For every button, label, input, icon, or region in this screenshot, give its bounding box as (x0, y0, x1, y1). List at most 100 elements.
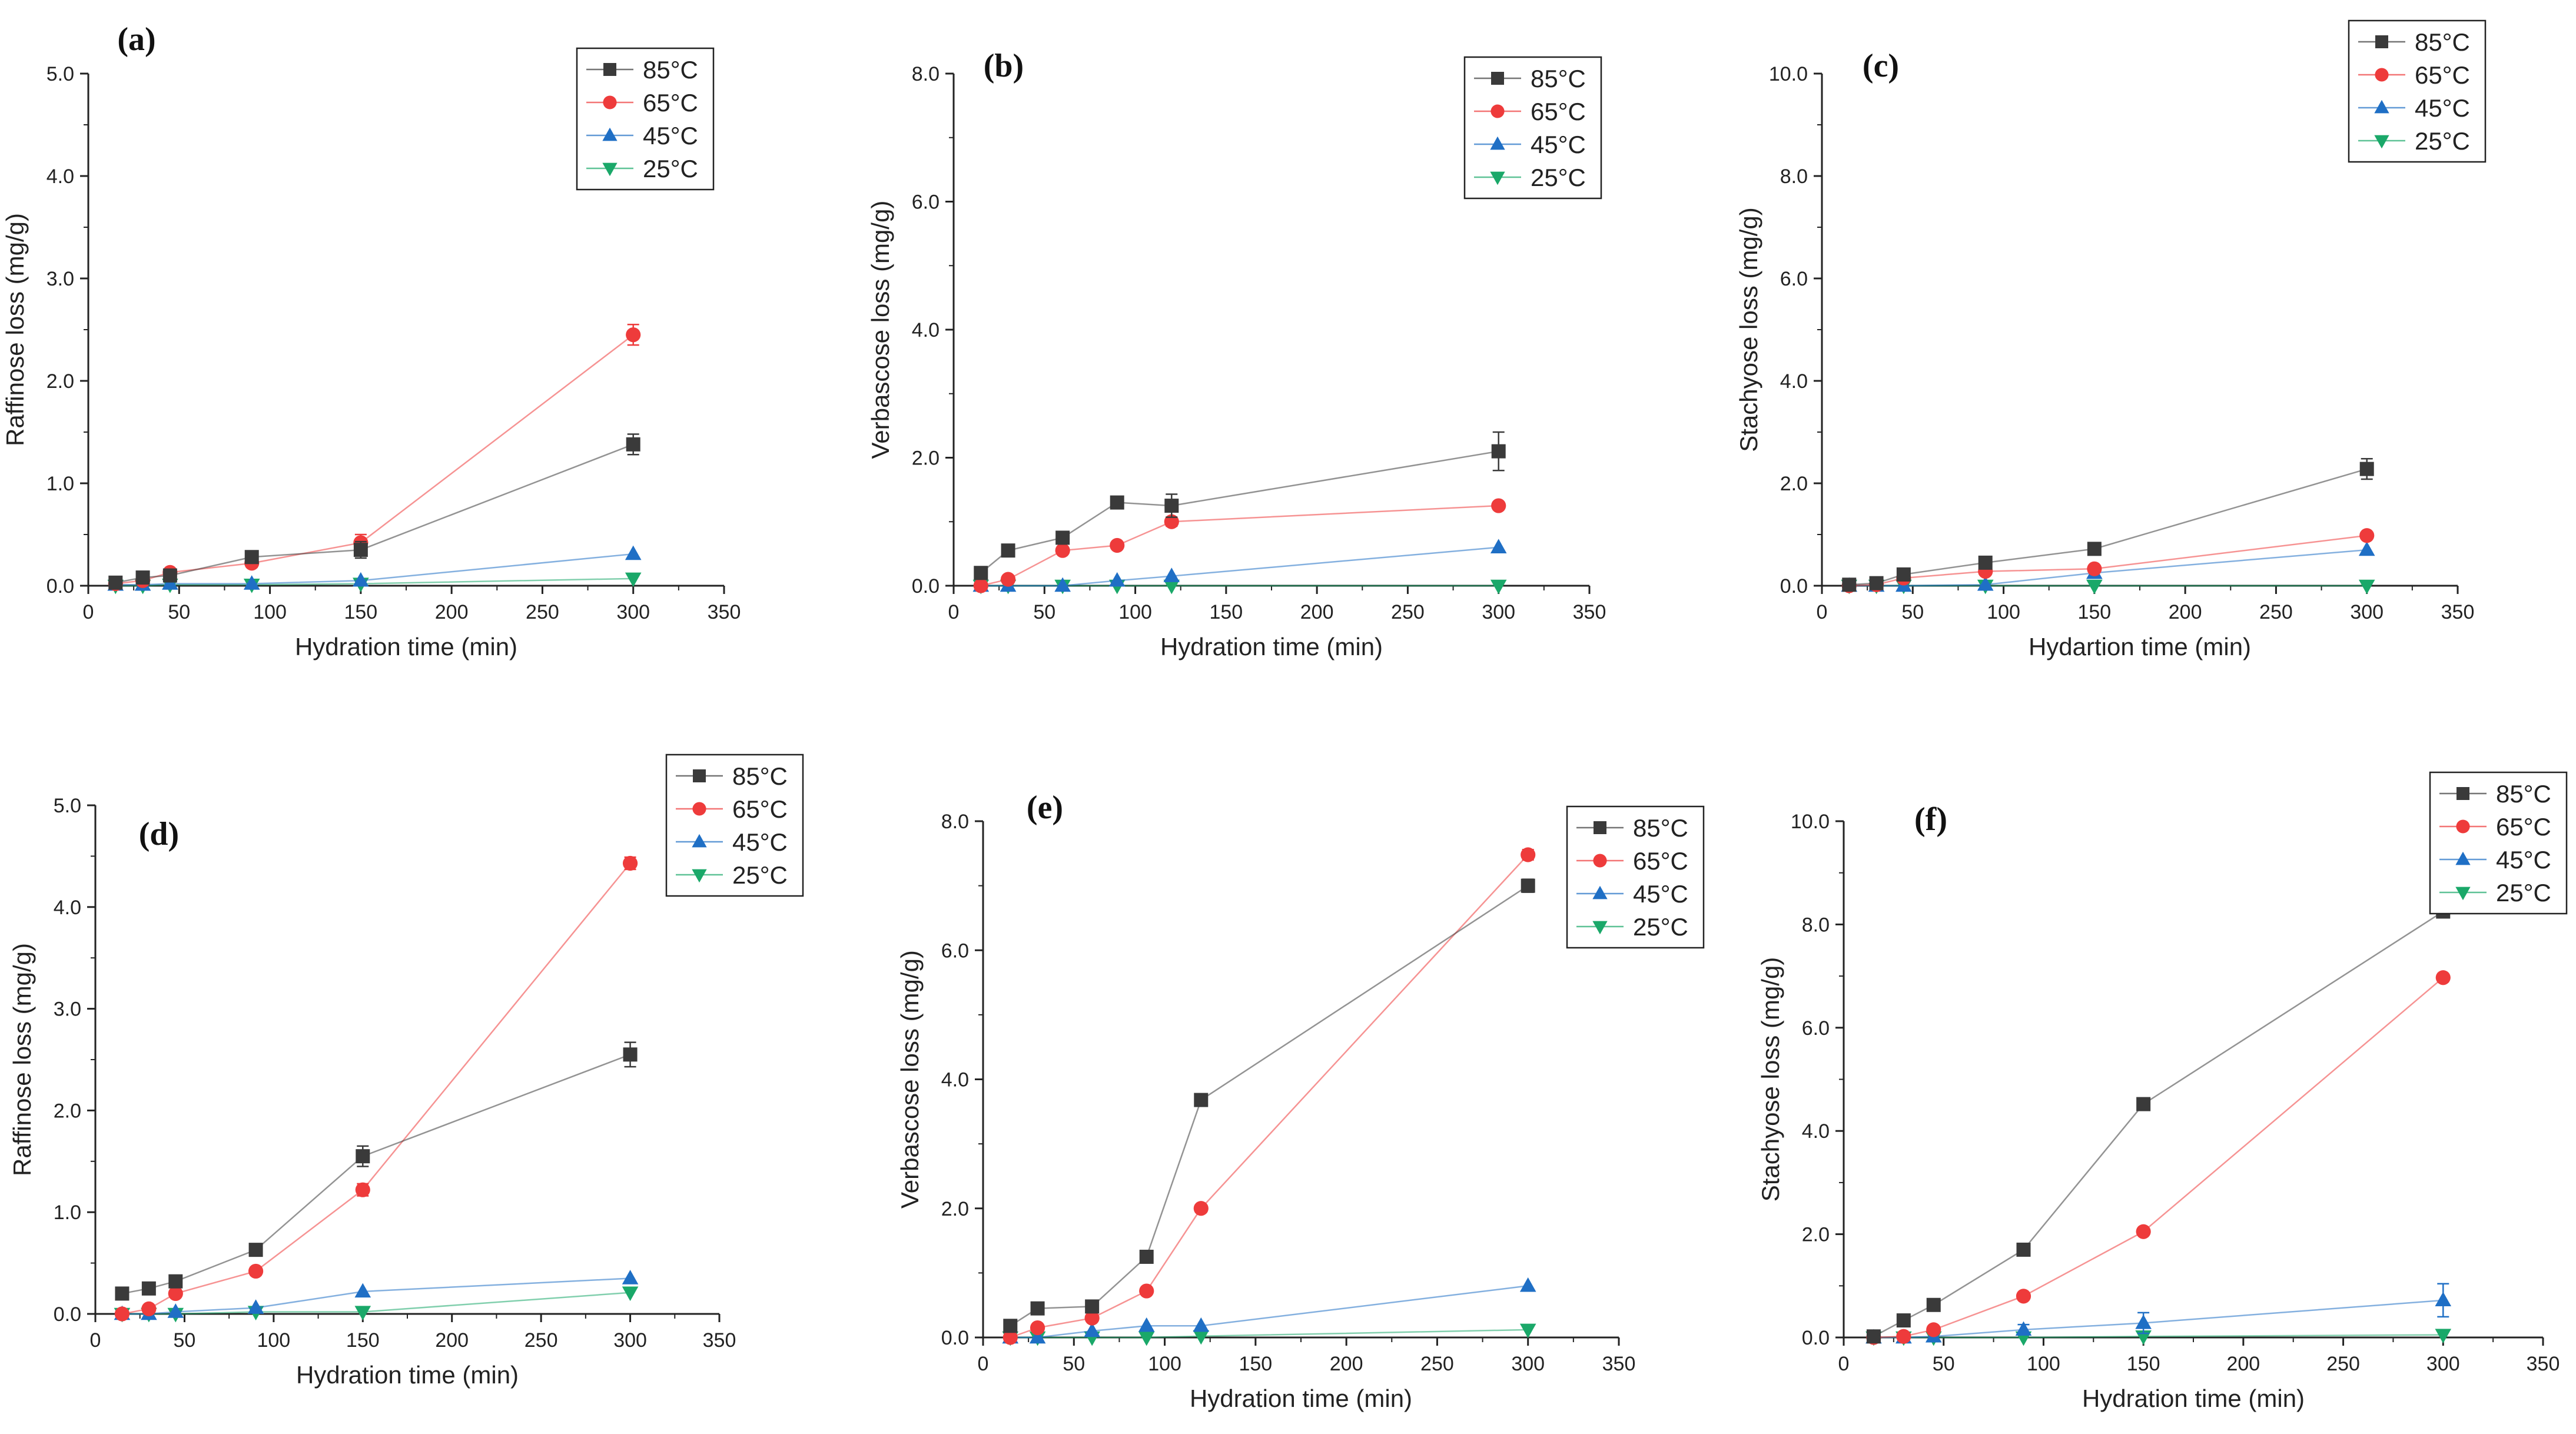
x-tick-label: 200 (435, 1329, 469, 1352)
x-axis-title: Hydartion time (min) (2029, 633, 2251, 660)
data-point (248, 1263, 264, 1279)
x-tick-label: 250 (526, 601, 559, 623)
data-point (1193, 1330, 1210, 1345)
legend-marker (2456, 819, 2470, 834)
legend-label: 85°C (1633, 814, 1688, 842)
data-point (1138, 1331, 1155, 1346)
y-axis-title: Verbascose loss (mg/g) (896, 950, 924, 1209)
series-45C (1002, 1277, 1536, 1344)
y-tick-label: 0.0 (1780, 575, 1808, 598)
x-tick-label: 150 (2077, 601, 2111, 623)
y-tick-label: 2.0 (54, 1100, 81, 1122)
legend-marker (2374, 135, 2389, 149)
series-65C (1841, 528, 2375, 593)
data-point (622, 855, 638, 871)
y-tick-label: 6.0 (1780, 268, 1808, 290)
data-point (1490, 579, 1507, 595)
data-point (622, 1270, 639, 1284)
x-tick-label: 200 (435, 601, 469, 623)
chart-panel-e: 0 50 100 150 200 250 300 350 0.0 2.0 4.0 6.0 8.0 Hydr… (896, 789, 1705, 1412)
data-point (1896, 1329, 1911, 1344)
data-point (625, 572, 642, 587)
legend-marker (2374, 99, 2389, 114)
data-point (1896, 1313, 1911, 1328)
chart-panel-d: 0 50 100 150 200 250 300 350 0.0 1.0 2.0 3.0 4.0 5.0 H… (8, 753, 804, 1389)
series-25C (114, 1286, 639, 1323)
legend-marker (1491, 104, 1505, 118)
x-axis-title: Hydration time (min) (295, 633, 517, 660)
legend-marker (2455, 851, 2471, 865)
data-point (354, 1306, 371, 1320)
data-point (115, 1286, 130, 1301)
data-point (2358, 579, 2375, 595)
x-tick-label: 250 (2326, 1353, 2360, 1375)
data-point (1869, 576, 1884, 590)
data-point (244, 550, 259, 565)
chart-panel-f: 0 50 100 150 200 250 300 350 0.0 2.0 4.0 6.0 8.0 10.0… (1757, 771, 2568, 1412)
y-axis-title: Stachyose loss (mg/g) (1735, 207, 1762, 452)
legend-box (2429, 771, 2568, 915)
x-tick-label: 100 (1148, 1353, 1181, 1375)
y-tick-label: 2.0 (941, 1198, 969, 1220)
x-tick-label: 250 (1420, 1353, 1454, 1375)
x-tick-label: 50 (1033, 601, 1055, 623)
legend-label: 45°C (1633, 880, 1688, 908)
legend: 85°C 65°C 45°C 25°C (1566, 805, 1705, 949)
legend-label: 85°C (2415, 28, 2470, 56)
panel-label: (b) (984, 48, 1024, 84)
y-tick-label: 4.0 (941, 1069, 969, 1091)
data-point (1139, 1249, 1154, 1264)
legend-label: 85°C (1531, 65, 1586, 92)
data-point (1491, 444, 1506, 459)
legend-marker (602, 162, 618, 177)
x-tick-label: 200 (1330, 1353, 1363, 1375)
data-point (1193, 1317, 1210, 1332)
data-point (1519, 1277, 1536, 1292)
legend-box (1566, 805, 1705, 949)
data-point (974, 566, 988, 580)
x-tick-label: 0 (83, 601, 94, 623)
data-point (114, 1306, 130, 1322)
x-tick-label: 100 (1987, 601, 2020, 623)
x-tick-label: 50 (1933, 1353, 1955, 1375)
series-line (122, 1277, 630, 1315)
legend-label: 65°C (643, 89, 698, 117)
data-point (2435, 1292, 2452, 1307)
data-point (1163, 567, 1180, 582)
data-point (1193, 1201, 1209, 1216)
x-tick-label: 0 (978, 1353, 989, 1375)
data-point (1085, 1299, 1100, 1314)
legend-marker (1594, 821, 1606, 834)
data-point (2435, 1329, 2452, 1344)
data-point (243, 575, 260, 590)
legend-marker (603, 63, 616, 76)
data-point (2136, 1224, 2151, 1239)
data-point (623, 1047, 638, 1062)
series-85C (1003, 878, 1535, 1333)
data-point (167, 1303, 184, 1318)
legend-marker (692, 869, 707, 883)
x-tick-label: 0 (90, 1329, 101, 1352)
y-tick-label: 5.0 (47, 63, 74, 85)
data-point (162, 568, 177, 583)
legend-marker (693, 769, 706, 782)
chart-panel-c: 0 50 100 150 200 250 300 350 0.0 2.0 4.0 6.0 8.0 10.0… (1735, 19, 2487, 660)
x-tick-label: 0 (948, 601, 960, 623)
legend-marker (602, 127, 618, 141)
data-point (2358, 541, 2375, 556)
y-tick-label: 2.0 (1802, 1224, 1830, 1246)
series-45C (972, 539, 1507, 592)
legend-marker (2457, 787, 2469, 800)
series-65C (108, 324, 641, 592)
legend-box (1463, 56, 1602, 200)
data-point (1138, 1317, 1155, 1332)
x-axis-title: Hydration time (min) (1190, 1385, 1412, 1412)
y-tick-label: 8.0 (1802, 914, 1830, 936)
x-tick-label: 150 (1239, 1353, 1272, 1375)
data-point (1521, 878, 1535, 893)
series-25C (1841, 579, 2375, 595)
data-point (355, 1182, 370, 1197)
data-point (2015, 1321, 2032, 1336)
x-tick-label: 250 (1391, 601, 1425, 623)
